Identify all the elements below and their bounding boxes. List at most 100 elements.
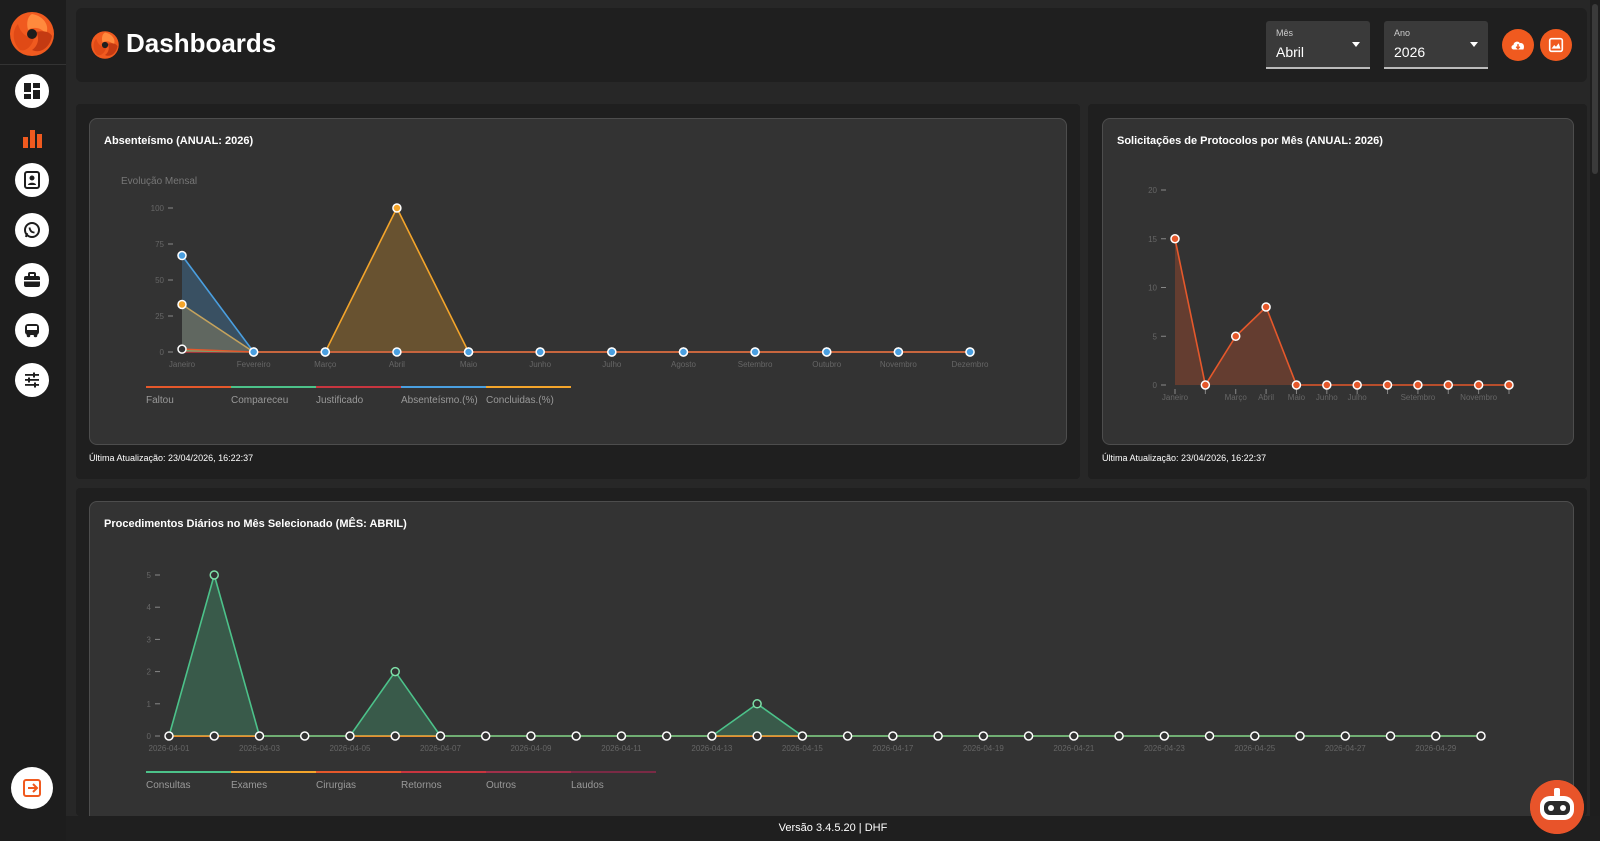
absenteismo-chart: Evolução Mensal 0 25 50 75 100 Janeiro Fevereir…	[121, 176, 989, 406]
legend-label: Absenteísmo.(%)	[401, 395, 478, 406]
month-select[interactable]: Mês Abril	[1266, 21, 1370, 69]
x-tick-label: Março	[1225, 393, 1248, 402]
y-tick-label: 100	[151, 204, 165, 213]
x-tick-label: 2026-04-21	[1053, 744, 1094, 753]
data-point	[177, 250, 187, 261]
sidebar-divider	[0, 64, 66, 65]
image-export-button[interactable]	[1540, 29, 1572, 61]
data-point	[1322, 380, 1332, 390]
sidebar-item-settings[interactable]	[15, 363, 49, 397]
series-line	[181, 255, 970, 353]
logout-icon	[23, 779, 41, 797]
sidebar-item-briefcase[interactable]	[15, 263, 49, 297]
x-tick-label: Fevereiro	[237, 360, 271, 369]
data-point	[888, 731, 898, 741]
data-point	[480, 731, 491, 741]
series-line	[181, 206, 970, 353]
data-point	[1295, 731, 1305, 741]
data-point	[750, 347, 760, 357]
data-point	[1504, 380, 1514, 390]
data-point	[1023, 731, 1034, 741]
legend-label: Outros	[486, 780, 516, 791]
data-point	[1413, 380, 1423, 390]
app-logo[interactable]	[8, 10, 56, 58]
x-tick-label: 2026-04-29	[1415, 744, 1456, 753]
scroll-thumb[interactable]	[1592, 4, 1598, 174]
data-point	[933, 731, 943, 741]
vehicle-icon	[25, 324, 39, 338]
x-tick-label: Maio	[1288, 393, 1306, 402]
protocolos-panel: Solicitações de Protocolos por Mês (ANUA…	[1088, 104, 1587, 479]
x-tick-label: 2026-04-07	[420, 744, 461, 753]
logout-button[interactable]	[11, 767, 53, 809]
x-tick-label: Abril	[389, 360, 405, 369]
data-point	[752, 731, 762, 741]
chart-subtitle: Evolução Mensal	[121, 176, 197, 187]
whatsapp-icon	[24, 222, 40, 238]
x-tick-label: 2026-04-19	[963, 744, 1004, 753]
data-point	[463, 347, 474, 357]
y-tick-label: 4	[147, 603, 152, 612]
data-point	[535, 347, 545, 357]
y-tick-label: 25	[155, 312, 164, 321]
data-point	[821, 347, 832, 357]
data-point	[707, 731, 717, 741]
data-point	[607, 347, 617, 357]
data-point	[1473, 380, 1484, 390]
data-point	[1291, 380, 1302, 390]
legend-label: Consultas	[146, 780, 190, 791]
sidebar-item-vehicle[interactable]	[15, 313, 49, 347]
x-tick-label: Outubro	[812, 360, 841, 369]
y-tick-label: 20	[1148, 186, 1157, 195]
data-point	[1114, 731, 1124, 741]
series-area	[182, 208, 970, 352]
procedimentos-chart: 0 1 2 3 4 5 2026-04-01 2026-04-03 2026-04-05 2026…	[146, 570, 1486, 791]
data-point	[1069, 731, 1079, 741]
x-tick-label: 2026-04-17	[872, 744, 913, 753]
data-point	[209, 570, 219, 580]
procedimentos-title: Procedimentos Diários no Mês Selecionado…	[104, 518, 407, 530]
data-point	[893, 347, 904, 357]
x-tick-label: 2026-04-15	[782, 744, 823, 753]
y-tick-label: 75	[155, 240, 164, 249]
page-scrollbar[interactable]	[1590, 0, 1600, 816]
data-point	[661, 731, 672, 741]
x-tick-label: 2026-04-05	[330, 744, 371, 753]
legend-label: Exames	[231, 780, 267, 791]
protocolos-card: Solicitações de Protocolos por Mês (ANUA…	[1102, 118, 1574, 445]
data-point	[752, 699, 762, 709]
data-point	[965, 347, 975, 357]
x-tick-label: 2026-04-09	[510, 744, 551, 753]
data-point	[299, 731, 310, 741]
series-area	[1175, 238, 1509, 385]
year-select[interactable]: Ano 2026	[1384, 21, 1488, 69]
data-point	[320, 347, 331, 357]
sidebar-item-contacts[interactable]	[15, 163, 49, 197]
x-tick-label: Setembro	[738, 360, 773, 369]
x-tick-label: 2026-04-13	[691, 744, 732, 753]
sidebar-item-whatsapp[interactable]	[15, 213, 49, 247]
absenteismo-panel: Absenteísmo (ANUAL: 2026) Evolução Mensa…	[76, 104, 1080, 479]
data-point	[1250, 731, 1260, 741]
procedimentos-panel: Procedimentos Diários no Mês Selecionado…	[76, 488, 1587, 831]
robot-icon	[1530, 780, 1584, 834]
x-tick-label: Maio	[460, 360, 478, 369]
protocolos-updated: Última Atualização: 23/04/2026, 16:22:37	[1102, 453, 1267, 463]
x-tick-label: Setembro	[1401, 393, 1436, 402]
series-line	[181, 348, 970, 353]
protocolos-title: Solicitações de Protocolos por Mês (ANUA…	[1117, 135, 1383, 147]
data-point	[209, 731, 219, 741]
data-point	[571, 731, 581, 741]
bar-chart-icon[interactable]	[20, 128, 44, 148]
absenteismo-card: Absenteísmo (ANUAL: 2026) Evolução Mensa…	[89, 118, 1067, 445]
sidebar-item-dashboard[interactable]	[15, 74, 49, 108]
legend-label: Retornos	[401, 780, 442, 791]
chat-assistant-button[interactable]	[1530, 780, 1584, 834]
year-select-value: 2026	[1394, 44, 1426, 60]
series-area	[182, 255, 970, 352]
data-point	[1170, 234, 1180, 244]
y-tick-label: 15	[1148, 235, 1157, 244]
x-tick-label: Julho	[602, 360, 622, 369]
cloud-download-button[interactable]	[1502, 29, 1534, 61]
x-tick-label: Janeiro	[169, 360, 196, 369]
